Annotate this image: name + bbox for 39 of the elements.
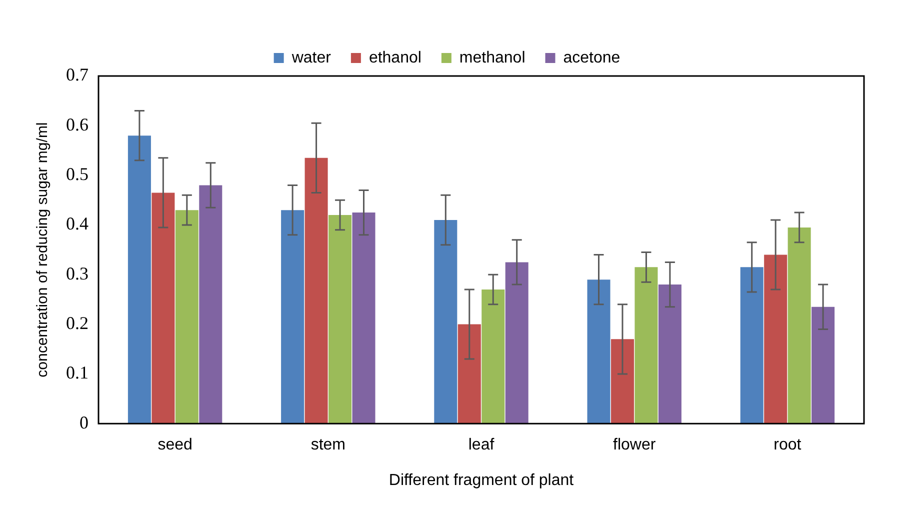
y-tick-label: 0.6 <box>66 114 88 134</box>
legend-label: water <box>290 49 332 66</box>
bar <box>658 284 682 424</box>
bar <box>634 267 658 424</box>
y-axis-title: concentration of reducing sugar mg/ml <box>34 122 52 378</box>
bar <box>281 210 304 424</box>
legend-label: ethanol <box>368 49 422 66</box>
bar <box>740 267 764 424</box>
bar <box>482 290 505 424</box>
legend-label: acetone <box>563 49 620 66</box>
bar <box>812 306 835 424</box>
bar <box>152 192 175 424</box>
bar <box>458 324 481 424</box>
x-axis-title: Different fragment of plant <box>388 472 574 489</box>
x-tick-label: seed <box>158 436 192 454</box>
bar <box>788 227 811 424</box>
y-tick-label: 0.2 <box>66 313 88 334</box>
bar <box>128 136 151 424</box>
y-tick-label: 0 <box>80 412 88 432</box>
y-tick-label: 0.7 <box>66 64 88 85</box>
y-tick-label: 0.1 <box>66 362 88 383</box>
x-tick-label: leaf <box>468 436 495 454</box>
bar <box>610 339 634 424</box>
y-tick-label: 0.4 <box>66 214 88 234</box>
bar <box>764 254 788 424</box>
bar <box>434 220 458 424</box>
bar <box>304 158 328 424</box>
bar <box>505 262 528 424</box>
y-tick-label: 0.5 <box>66 164 88 184</box>
bar <box>328 215 352 424</box>
bar <box>587 280 610 424</box>
bar <box>175 210 198 424</box>
y-tick-label: 0.3 <box>66 263 88 284</box>
bar <box>199 185 222 424</box>
x-tick-label: flower <box>613 436 656 454</box>
x-tick-label: stem <box>310 436 346 454</box>
x-tick-label: root <box>774 436 802 454</box>
legend-label: methanol <box>459 49 526 66</box>
bar <box>352 212 376 424</box>
